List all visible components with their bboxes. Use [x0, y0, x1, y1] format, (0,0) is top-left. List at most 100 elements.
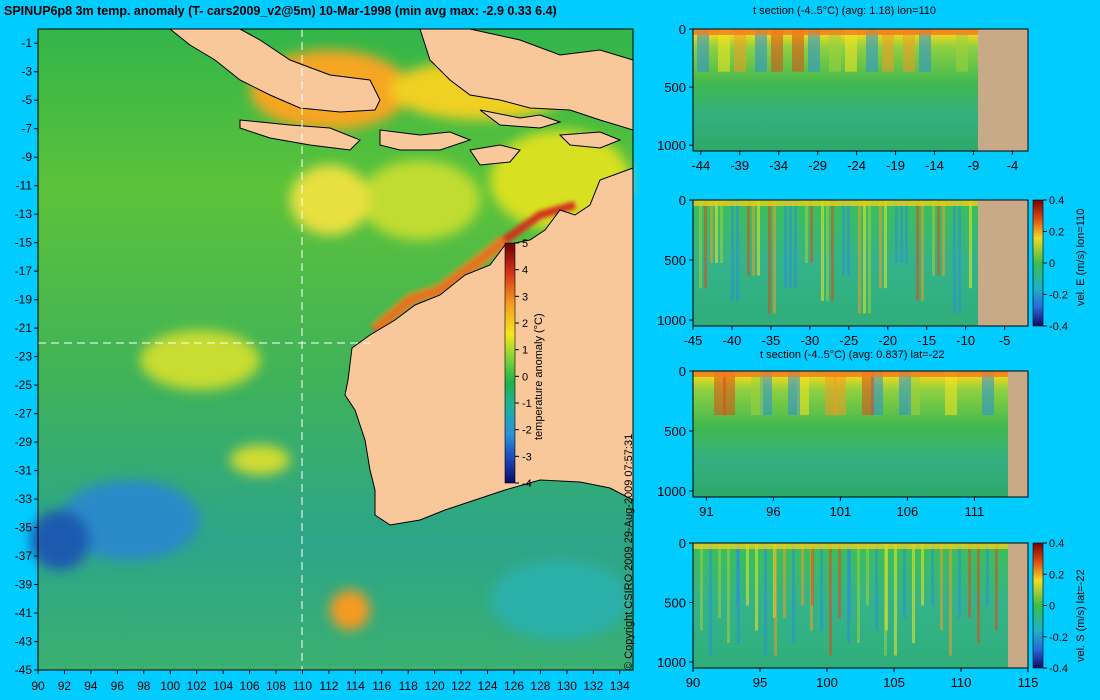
velocity-colorbar-tick-label: 0.2	[1049, 569, 1064, 581]
section-x-tick-label: -35	[762, 333, 781, 348]
section-x-tick-label: 95	[753, 675, 767, 690]
section-x-tick-label: 90	[686, 675, 700, 690]
x-tick-label: 112	[319, 679, 338, 693]
x-tick-label: 96	[111, 679, 125, 693]
y-tick-label: -5	[21, 93, 32, 107]
temperature-colorbar-ticks: 5 4 3 2 1 0 -1 -2 -3 -4	[515, 238, 532, 490]
depth-tick-label: 500	[664, 424, 686, 439]
x-tick-label: 98	[137, 679, 151, 693]
section-x-tick-label: -9	[968, 158, 980, 173]
y-tick-label: -43	[15, 635, 33, 649]
copyright-notice: © Copyright CSIRO 2009 29-Aug-2009 07:57…	[623, 433, 635, 670]
section-x-tick-label: -40	[723, 333, 742, 348]
colorbar-tick-label: -3	[522, 451, 532, 463]
section-x-tick-label: -10	[956, 333, 975, 348]
map-x-axis: 90 92 94 96 98 100 102 104 106 108 110 112 114 116 118…	[31, 670, 630, 693]
colorbar-tick-label: 0	[522, 371, 528, 383]
y-tick-label: -3	[21, 65, 32, 79]
depth-tick-label: 0	[679, 193, 686, 208]
y-tick-label: -19	[15, 293, 33, 307]
y-tick-label: -13	[15, 207, 33, 221]
depth-tick-label: 0	[679, 536, 686, 551]
section-panel-1: 0 500 1000 -44 -39 -34 -29 -24 -19 -14 -9 -4	[657, 22, 1029, 173]
section-x-tick-label: 101	[830, 504, 852, 519]
sumatra-java-land	[168, 28, 381, 113]
section-x-tick-label: -15	[917, 333, 936, 348]
x-tick-label: 116	[372, 679, 391, 693]
x-tick-label: 130	[557, 679, 577, 693]
section-x-tick-label: 105	[883, 675, 905, 690]
section-x-tick-label: 111	[965, 504, 985, 519]
y-tick-label: -41	[15, 606, 33, 620]
y-tick-label: -25	[15, 378, 33, 392]
colorbar-tick-label: 1	[522, 345, 528, 357]
x-tick-label: 104	[213, 679, 233, 693]
velocity-colorbar	[1032, 542, 1044, 669]
panel-4-colorbar-label: vel. S (m/s) lat=-22	[1075, 569, 1087, 662]
section-x-tick-label: -24	[847, 158, 866, 173]
velocity-colorbar-tick-label: 0	[1049, 601, 1055, 613]
y-tick-label: -7	[21, 122, 32, 136]
velocity-colorbar-tick-label: -0.2	[1049, 632, 1068, 644]
y-tick-label: -35	[15, 521, 33, 535]
y-tick-label: -1	[21, 36, 32, 50]
y-tick-label: -15	[15, 236, 33, 250]
section-x-tick-label: 91	[699, 504, 713, 519]
x-tick-label: 100	[160, 679, 180, 693]
section-x-tick-label: -45	[684, 333, 703, 348]
x-tick-label: 90	[31, 679, 45, 693]
panel-2-colorbar-label: vel. E (m/s) lon=110	[1075, 208, 1087, 306]
velocity-colorbar-tick-label: 0.4	[1049, 538, 1064, 550]
section-x-tick-label: 106	[897, 504, 919, 519]
y-tick-label: -17	[15, 264, 33, 278]
y-tick-label: -29	[15, 435, 33, 449]
y-tick-label: -9	[21, 150, 32, 164]
section-x-tick-label: -44	[691, 158, 710, 173]
x-tick-label: 118	[399, 679, 418, 693]
x-tick-label: 122	[451, 679, 471, 693]
x-tick-label: 92	[58, 679, 72, 693]
velocity-colorbar-tick-label: -0.2	[1049, 290, 1068, 302]
section-x-tick-label: -5	[999, 333, 1011, 348]
section-x-tick-label: -25	[839, 333, 858, 348]
y-tick-label: -11	[16, 179, 33, 193]
section-x-tick-label: -29	[808, 158, 827, 173]
section-x-tick-label: 100	[816, 675, 838, 690]
x-tick-label: 128	[530, 679, 550, 693]
section-x-tick-label: 110	[951, 675, 972, 690]
x-tick-label: 120	[425, 679, 445, 693]
colorbar-tick-label: -4	[522, 478, 532, 490]
colorbar-tick-label: 5	[522, 238, 528, 250]
y-tick-label: -39	[15, 578, 33, 592]
depth-tick-label: 0	[679, 22, 686, 37]
section-x-tick-label: -39	[730, 158, 749, 173]
depth-tick-label: 500	[664, 80, 686, 95]
colorbar-tick-label: -1	[522, 398, 532, 410]
depth-tick-label: 500	[664, 596, 686, 611]
velocity-colorbar-tick-label: 0.2	[1049, 227, 1064, 239]
velocity-colorbar-tick-label: -0.4	[1049, 321, 1068, 333]
panel-1-title: t section (-4..5°C) (avg: 1.18) lon=110	[753, 5, 937, 17]
y-tick-label: -45	[15, 663, 33, 677]
section-x-tick-label: -20	[878, 333, 897, 348]
y-tick-label: -27	[15, 407, 33, 421]
section-x-tick-label: 96	[766, 504, 780, 519]
section-x-tick-label: -30	[800, 333, 819, 348]
x-tick-label: 114	[346, 679, 365, 693]
section-panel-2: 0 500 1000 -45 -40 -35 -30 -25 -20 -15 -10 -5 0.4 0.2…	[657, 193, 1068, 348]
x-tick-label: 126	[504, 679, 524, 693]
y-tick-label: -31	[15, 464, 33, 478]
x-tick-label: 134	[610, 679, 630, 693]
velocity-colorbar-tick-label: 0	[1049, 258, 1055, 270]
y-tick-label: -33	[15, 492, 33, 506]
temperature-colorbar-label: temperature anomaly (°C)	[533, 313, 545, 440]
x-tick-label: 102	[187, 679, 207, 693]
depth-tick-label: 500	[664, 253, 686, 268]
section-x-tick-label: 115	[1018, 675, 1039, 690]
map-y-axis: -1 -3 -5 -7 -9 -11 -13 -15 -17 -19 -21 -23 -25 -27 -29…	[15, 36, 38, 677]
colorbar-tick-label: 3	[522, 291, 528, 303]
velocity-colorbar	[1032, 199, 1044, 327]
colorbar-tick-label: 4	[522, 265, 528, 277]
